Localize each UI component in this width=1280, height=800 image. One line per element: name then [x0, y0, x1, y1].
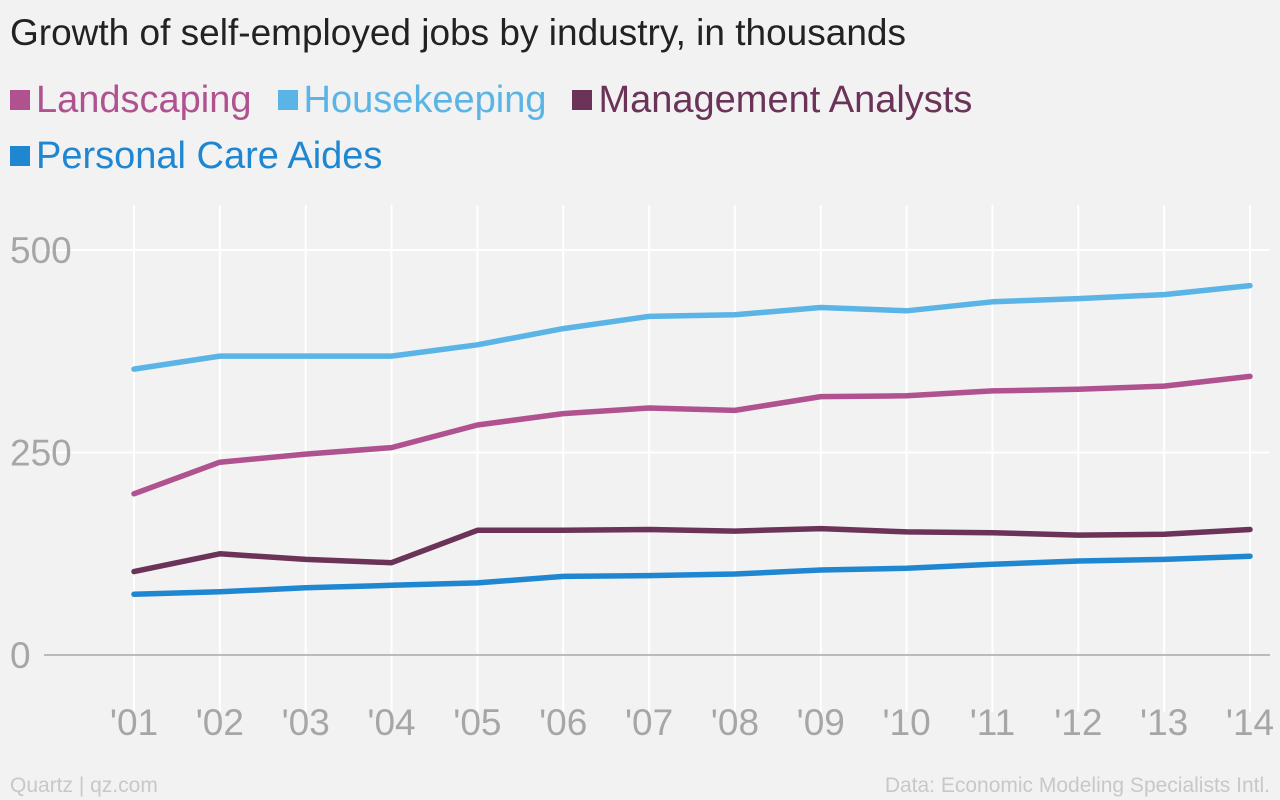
x-tick-label: '13: [1140, 702, 1188, 743]
legend-label: Personal Care Aides: [36, 135, 383, 177]
y-tick-label: 250: [10, 433, 72, 474]
legend-swatch: [572, 90, 593, 110]
series-line: [131, 553, 1253, 598]
x-tick-label: '08: [711, 702, 759, 743]
x-tick-label: '03: [282, 702, 330, 743]
source-credit: Quartz | qz.com: [10, 774, 158, 797]
legend-item: Housekeeping: [277, 78, 547, 122]
series-line: [131, 525, 1253, 575]
x-tick-label: '02: [196, 702, 244, 743]
y-tick-label: 500: [10, 230, 72, 271]
x-tick-label: '07: [625, 702, 673, 743]
series-line: [131, 373, 1253, 497]
legend-label: Landscaping: [36, 79, 252, 121]
series-line: [131, 282, 1253, 372]
y-tick-label: 0: [10, 635, 31, 676]
legend-item: Personal Care Aides: [10, 134, 382, 178]
chart-title: Growth of self-employed jobs by industry…: [10, 12, 906, 53]
x-tick-label: '14: [1226, 702, 1274, 743]
x-tick-label: '06: [539, 702, 587, 743]
legend-label: Housekeeping: [303, 79, 547, 121]
x-tick-label: '12: [1054, 702, 1102, 743]
legend-swatch: [10, 90, 30, 110]
x-tick-label: '01: [110, 702, 158, 743]
data-source: Data: Economic Modeling Specialists Intl…: [884, 774, 1270, 797]
legend-item: Management Analysts: [572, 78, 972, 122]
x-tick-label: '10: [882, 702, 930, 743]
legend-swatch: [277, 90, 298, 110]
legend-label: Management Analysts: [598, 79, 973, 121]
x-tick-label: '11: [970, 702, 1015, 743]
legend-item: Landscaping: [10, 78, 252, 122]
x-tick-label: '09: [797, 702, 845, 743]
x-tick-label: '05: [453, 702, 501, 743]
legend-swatch: [10, 146, 30, 166]
x-tick-label: '04: [367, 702, 415, 743]
chart-legend: Landscaping Housekeeping Management Analys…: [10, 78, 1110, 178]
